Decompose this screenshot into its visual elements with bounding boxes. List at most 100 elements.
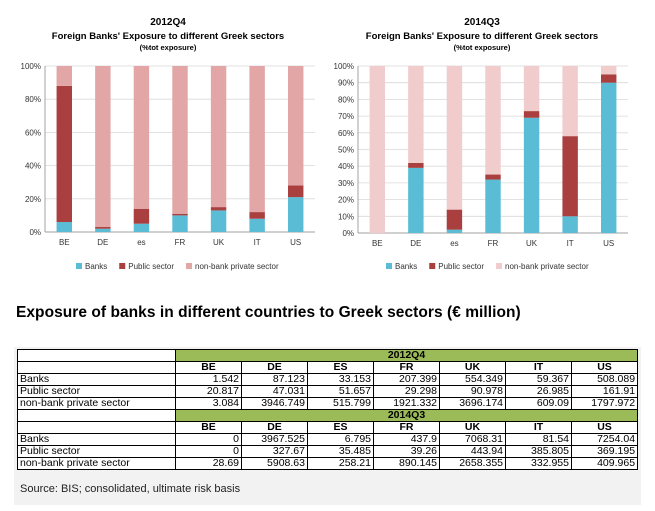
chart-2014q3: 2014Q3 Foreign Banks' Exposure to differe… bbox=[328, 0, 655, 290]
chart-subtitle: Foreign Banks' Exposure to different Gre… bbox=[52, 31, 284, 42]
row-label: Public sector bbox=[17, 445, 176, 458]
x-tick-label: DE bbox=[410, 239, 421, 248]
table-cell: 90.978 bbox=[439, 385, 506, 398]
table-cell: 443.94 bbox=[439, 445, 506, 458]
table-cell: 161.91 bbox=[570, 385, 639, 398]
bar-segment bbox=[249, 66, 265, 213]
bar-segment bbox=[210, 207, 227, 211]
table-row: non-bank private sector 3.084 3946.749 5… bbox=[17, 397, 639, 410]
y-tick-label: 90% bbox=[338, 79, 354, 88]
x-tick-label: US bbox=[603, 239, 614, 248]
bar-segment bbox=[172, 213, 188, 216]
row-label: non-bank private sector bbox=[17, 397, 176, 410]
y-tick-label: 20% bbox=[338, 196, 354, 205]
table-row: Public sector 20.817 47.031 51.657 29.29… bbox=[17, 385, 639, 398]
table-cell: 385.805 bbox=[505, 445, 572, 458]
period-label: 2012Q4 bbox=[174, 349, 639, 362]
bar-segment bbox=[172, 66, 188, 214]
column-header: UK bbox=[439, 421, 506, 434]
bar-segment bbox=[408, 162, 424, 168]
bar-segment bbox=[133, 223, 150, 232]
bar-segment bbox=[249, 212, 265, 219]
legend-label: Banks bbox=[395, 262, 417, 271]
table-cell: 0 bbox=[175, 433, 242, 446]
column-header: ES bbox=[307, 421, 374, 434]
table-cell: 890.145 bbox=[373, 457, 440, 470]
bar-segment bbox=[56, 222, 72, 232]
x-tick-label: IT bbox=[254, 238, 261, 247]
bar-segment bbox=[95, 227, 111, 229]
column-header: IT bbox=[505, 421, 572, 434]
bar-segment bbox=[56, 85, 72, 223]
bar-segment bbox=[56, 66, 72, 86]
bar-segment bbox=[601, 66, 617, 75]
chart-svg: 2012Q4 Foreign Banks' Exposure to differe… bbox=[21, 17, 315, 271]
table-cell: 258.21 bbox=[307, 457, 374, 470]
column-header-row: BE DE ES FR UK IT US bbox=[17, 421, 639, 434]
bar-segment bbox=[446, 209, 463, 230]
column-header: UK bbox=[439, 361, 506, 374]
table-cell: 369.195 bbox=[570, 445, 639, 458]
bar-segment bbox=[562, 66, 578, 137]
bar-segment bbox=[288, 185, 304, 198]
chart-subtitle: Foreign Banks' Exposure to different Gre… bbox=[366, 31, 598, 42]
bar-segment bbox=[133, 66, 150, 209]
row-label: Banks bbox=[17, 373, 176, 386]
y-tick-label: 70% bbox=[338, 112, 354, 121]
table-cell: 508.089 bbox=[570, 373, 639, 386]
table-cell: 3946.749 bbox=[241, 397, 308, 410]
bar-segment bbox=[133, 208, 150, 224]
period-header-row: 2012Q4 bbox=[17, 349, 639, 362]
x-tick-label: BE bbox=[59, 238, 70, 247]
row-label: non-bank private sector bbox=[17, 457, 176, 470]
table-cell: 0 bbox=[175, 445, 242, 458]
table-title: Exposure of banks in different countries… bbox=[16, 304, 521, 321]
table-cell: 1.542 bbox=[175, 373, 242, 386]
bar-segment bbox=[446, 66, 463, 210]
bar-segment bbox=[485, 174, 501, 180]
bar-segment bbox=[523, 117, 540, 233]
column-header: US bbox=[570, 361, 639, 374]
table-cell: 1797.972 bbox=[570, 397, 639, 410]
legend-swatch bbox=[119, 263, 126, 269]
period-header-row: 2014Q3 bbox=[17, 409, 639, 422]
table-cell: 3.084 bbox=[175, 397, 242, 410]
y-tick-label: 80% bbox=[338, 95, 354, 104]
chart-2012q4: 2012Q4 Foreign Banks' Exposure to differe… bbox=[0, 0, 327, 290]
bar-segment bbox=[485, 179, 501, 233]
table-cell: 20.817 bbox=[175, 385, 242, 398]
table-cell: 437.9 bbox=[373, 433, 440, 446]
bar-segment bbox=[485, 66, 501, 175]
chart-title: 2012Q4 bbox=[150, 17, 186, 28]
exposure-table-panel: 2012Q4 BE DE ES FR UK IT US Banks 1.542 … bbox=[14, 347, 641, 505]
bar-segment bbox=[288, 66, 304, 186]
bar-segment bbox=[172, 215, 188, 232]
table-cell: 609.09 bbox=[505, 397, 572, 410]
table-cell: 28.69 bbox=[175, 457, 242, 470]
y-tick-label: 40% bbox=[338, 162, 354, 171]
bar-segment bbox=[562, 216, 578, 233]
bar-segment bbox=[288, 197, 304, 232]
y-tick-label: 20% bbox=[25, 195, 41, 204]
bar-segment bbox=[210, 210, 227, 232]
table-cell: 59.367 bbox=[505, 373, 572, 386]
x-tick-label: FR bbox=[175, 238, 186, 247]
bar-segment bbox=[95, 66, 111, 228]
table-cell: 51.657 bbox=[307, 385, 374, 398]
legend-label: Public sector bbox=[438, 262, 484, 271]
x-tick-label: UK bbox=[526, 239, 538, 248]
column-header: US bbox=[570, 421, 639, 434]
table-cell: 35.485 bbox=[307, 445, 374, 458]
table-cell: 81.54 bbox=[505, 433, 572, 446]
table-cell: 29.298 bbox=[373, 385, 440, 398]
bar-segment bbox=[523, 66, 540, 112]
table-cell: 47.031 bbox=[241, 385, 308, 398]
table-cell: 409.965 bbox=[570, 457, 639, 470]
period-label: 2014Q3 bbox=[174, 409, 639, 422]
y-tick-label: 100% bbox=[334, 62, 354, 71]
table-cell: 3696.174 bbox=[439, 397, 506, 410]
table-cell: 26.985 bbox=[505, 385, 572, 398]
bar-segment bbox=[408, 66, 424, 163]
bar-segment bbox=[601, 74, 617, 83]
table-cell: 7254.04 bbox=[570, 433, 639, 446]
